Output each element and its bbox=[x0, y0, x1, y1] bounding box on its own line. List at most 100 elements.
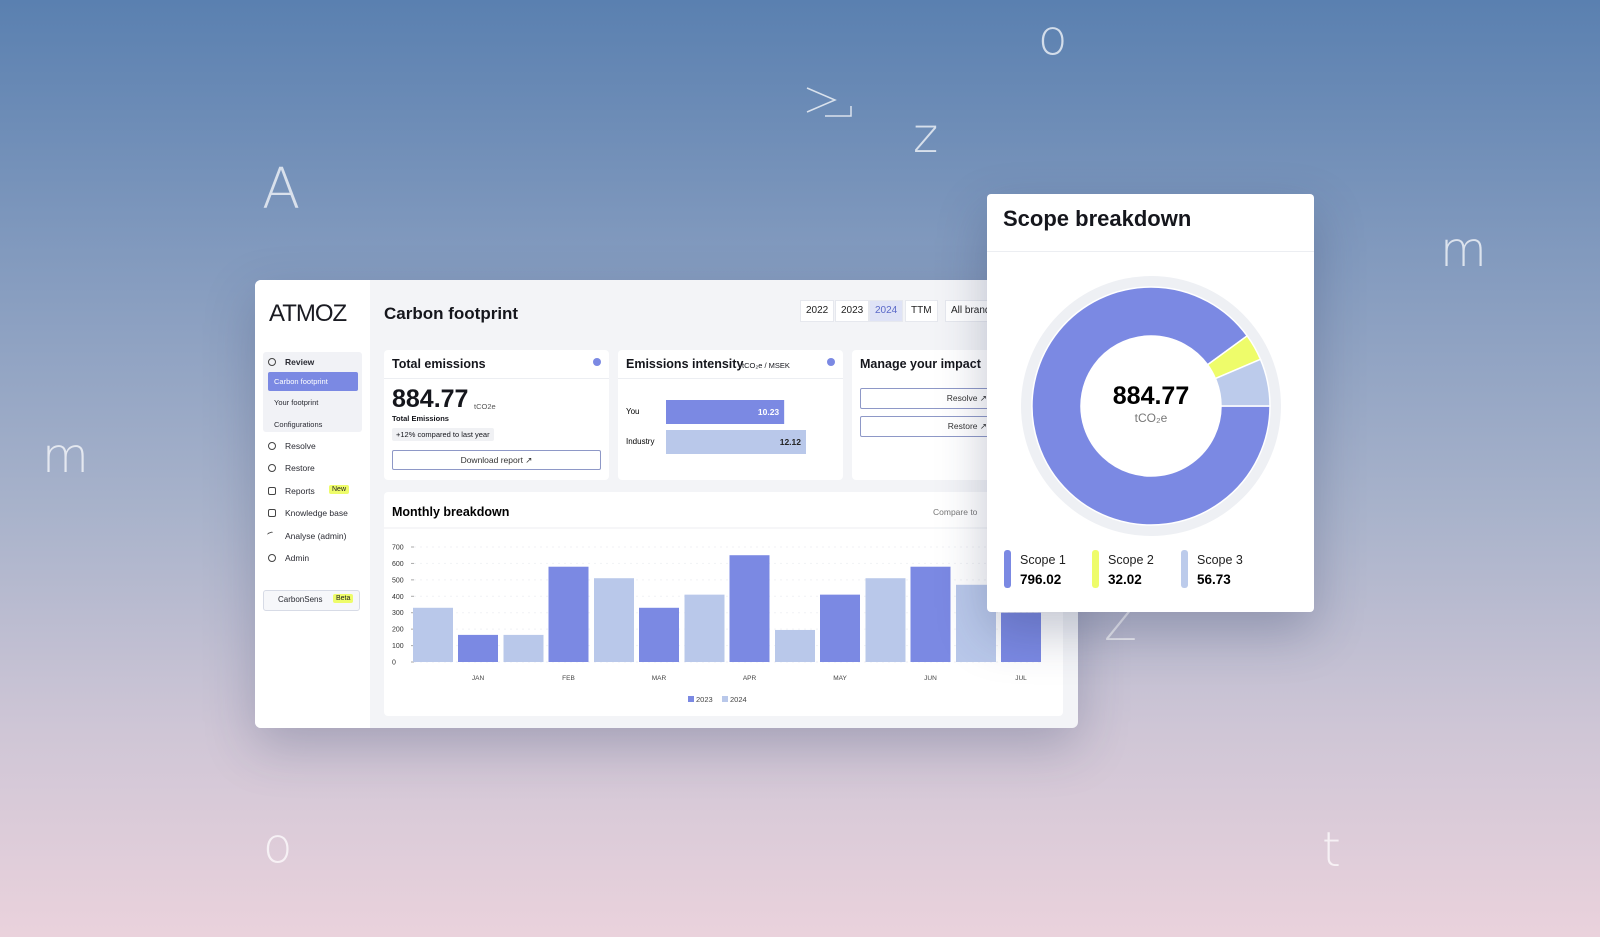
nav-item[interactable]: Carbon footprint bbox=[274, 377, 328, 386]
y-tick-label: 600 bbox=[392, 561, 404, 568]
bar bbox=[684, 594, 725, 662]
legend-label: 2023 bbox=[696, 695, 713, 704]
intensity-card: Emissions intensity tCO₂e / MSEK You 10.2… bbox=[618, 350, 843, 480]
icon bbox=[268, 358, 276, 366]
bar-label: You bbox=[626, 407, 640, 416]
unit: tCO2e bbox=[474, 402, 496, 411]
decor-letter: o bbox=[263, 818, 293, 874]
intensity-chart: You 10.23 Industry 12.12 bbox=[626, 400, 806, 454]
bar-label: Industry bbox=[626, 437, 654, 446]
resolve-button[interactable]: Resolve ↗ bbox=[860, 388, 992, 409]
app-window: ATMOZ Review Carbon footprint Your footp… bbox=[255, 280, 1078, 728]
nav-item[interactable]: Review bbox=[285, 357, 315, 367]
download-button[interactable]: Download report ↗ bbox=[392, 450, 601, 470]
total-emissions-card: Total emissions 884.77 tCO2e Total Emiss… bbox=[384, 350, 609, 480]
bar bbox=[548, 566, 589, 662]
badge: Beta bbox=[333, 594, 354, 603]
divider bbox=[618, 378, 843, 379]
monthly-card: Monthly breakdown Compare to 0 100 200 300 400… bbox=[384, 492, 1063, 716]
legend-swatch bbox=[1092, 550, 1099, 588]
nav-item[interactable]: CarbonSens bbox=[278, 595, 323, 604]
review-group bbox=[263, 352, 362, 432]
bar bbox=[666, 400, 785, 424]
y-tick-label: 700 bbox=[392, 545, 404, 552]
bar bbox=[639, 607, 679, 662]
legend-swatch bbox=[1181, 550, 1188, 588]
year-tab[interactable]: TTM bbox=[905, 300, 938, 322]
decor-letter: o bbox=[1038, 10, 1068, 66]
card-title: Scope breakdown bbox=[1003, 206, 1192, 231]
logo: ATMOZ bbox=[269, 300, 347, 327]
legend-swatch bbox=[722, 696, 728, 702]
legend-value: 56.73 bbox=[1197, 572, 1231, 587]
scope-card: Scope breakdown 884.77 tCO₂e Scope 1 796.02… bbox=[987, 194, 1314, 612]
nav-item[interactable]: Admin bbox=[285, 553, 310, 563]
x-tick-label: JUL bbox=[1015, 675, 1027, 682]
nav-item[interactable]: Your footprint bbox=[274, 398, 319, 407]
decor-letter: t bbox=[1322, 822, 1341, 878]
donut-unit: tCO₂e bbox=[1135, 411, 1168, 425]
value-label: 10.23 bbox=[758, 407, 780, 417]
decor-symbol bbox=[806, 87, 852, 117]
decor-letter: A bbox=[262, 157, 301, 222]
legend-label: Scope 3 bbox=[1197, 553, 1243, 567]
bar bbox=[594, 578, 634, 662]
x-tick-label: APR bbox=[743, 675, 757, 682]
legend-value: 32.02 bbox=[1108, 572, 1142, 587]
unit: tCO₂e / MSEK bbox=[742, 361, 790, 370]
nav-item[interactable]: Knowledge base bbox=[285, 508, 348, 518]
bar bbox=[775, 629, 815, 662]
x-tick-label: FEB bbox=[562, 675, 575, 682]
bar bbox=[666, 430, 806, 454]
year-tab[interactable]: 2023 bbox=[835, 300, 870, 322]
caption: Total Emissions bbox=[392, 414, 449, 423]
divider bbox=[384, 378, 609, 379]
donut-hole bbox=[1081, 336, 1221, 476]
chart-title: Monthly breakdown bbox=[392, 505, 509, 519]
legend-label: Scope 2 bbox=[1108, 553, 1154, 567]
change-pill: +12% compared to last year bbox=[392, 428, 494, 441]
info-icon[interactable] bbox=[827, 358, 835, 366]
legend-swatch bbox=[1004, 550, 1011, 588]
card-title: Manage your impact bbox=[860, 357, 981, 371]
badge: New bbox=[329, 485, 350, 494]
nav-active bbox=[268, 372, 358, 391]
nav-item[interactable]: Resolve bbox=[285, 441, 316, 451]
nav-item[interactable]: Analyse (admin) bbox=[285, 531, 347, 541]
x-tick-label: MAR bbox=[652, 675, 667, 682]
total-value: 884.77 bbox=[392, 385, 469, 413]
sidebar: ATMOZ Review Carbon footprint Your footp… bbox=[255, 280, 370, 728]
x-tick-label: JUN bbox=[924, 675, 937, 682]
nav-item[interactable]: Restore bbox=[285, 463, 315, 473]
y-tick-label: 300 bbox=[392, 610, 404, 617]
y-tick-label: 0 bbox=[392, 660, 396, 667]
nav-item[interactable]: Configurations bbox=[274, 420, 323, 429]
legend-label: Scope 1 bbox=[1020, 553, 1066, 567]
donut-total: 884.77 bbox=[1113, 382, 1189, 410]
bar bbox=[865, 578, 906, 662]
year-tab[interactable]: 2022 bbox=[800, 300, 835, 322]
value-label: 12.12 bbox=[780, 437, 802, 447]
icon bbox=[268, 464, 276, 472]
divider bbox=[987, 251, 1314, 252]
card-title: Total emissions bbox=[392, 357, 486, 371]
bar bbox=[1001, 612, 1041, 662]
bar bbox=[729, 555, 770, 662]
restore-button[interactable]: Restore ↗ bbox=[860, 416, 992, 437]
icon bbox=[268, 554, 276, 562]
y-tick-label: 100 bbox=[392, 643, 404, 650]
y-tick-label: 400 bbox=[392, 594, 404, 601]
legend-value: 796.02 bbox=[1020, 572, 1061, 587]
bar bbox=[458, 634, 498, 662]
legend-swatch bbox=[688, 696, 694, 702]
decor-letter: z bbox=[913, 108, 939, 164]
card-title: Emissions intensity bbox=[626, 357, 744, 371]
monthly-chart: Monthly breakdown Compare to 0 100 200 300 400… bbox=[384, 505, 1063, 704]
year-tab[interactable]: 2024 bbox=[869, 300, 904, 322]
bar bbox=[910, 566, 951, 662]
compare-control: Compare to bbox=[933, 507, 978, 517]
nav-item[interactable]: Reports bbox=[285, 486, 315, 496]
info-icon[interactable] bbox=[593, 358, 601, 366]
